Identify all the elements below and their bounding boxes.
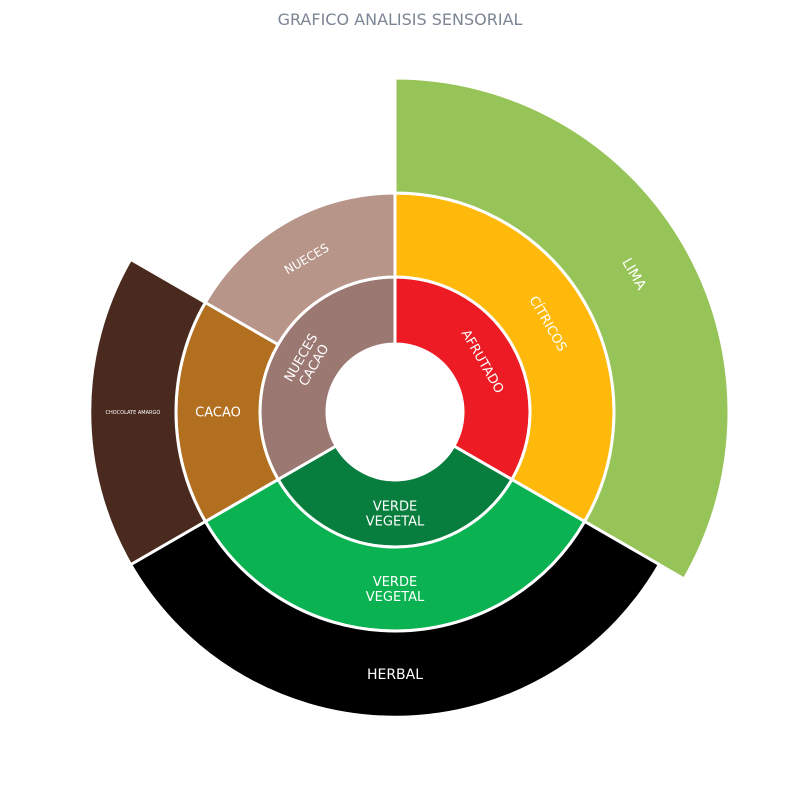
- segment-label-middle-verde-vegetal: VERDE VEGETAL: [366, 575, 425, 605]
- segment-outer-herbal[interactable]: [128, 519, 662, 719]
- segment-outer-lima[interactable]: [393, 76, 731, 582]
- segment-label-middle-cacao: CACAO: [195, 406, 241, 421]
- segment-label-inner-verde-vegetal: VERDE VEGETAL: [366, 500, 425, 530]
- chart-title: GRAFICO ANALISIS SENSORIAL: [277, 10, 523, 29]
- segment-outer-chocolate-amargo[interactable]: [88, 257, 208, 567]
- segment-label-outer-herbal: HERBAL: [367, 667, 423, 683]
- segment-label-outer-chocolate-amargo: CHOCOLATE AMARGO: [105, 410, 160, 416]
